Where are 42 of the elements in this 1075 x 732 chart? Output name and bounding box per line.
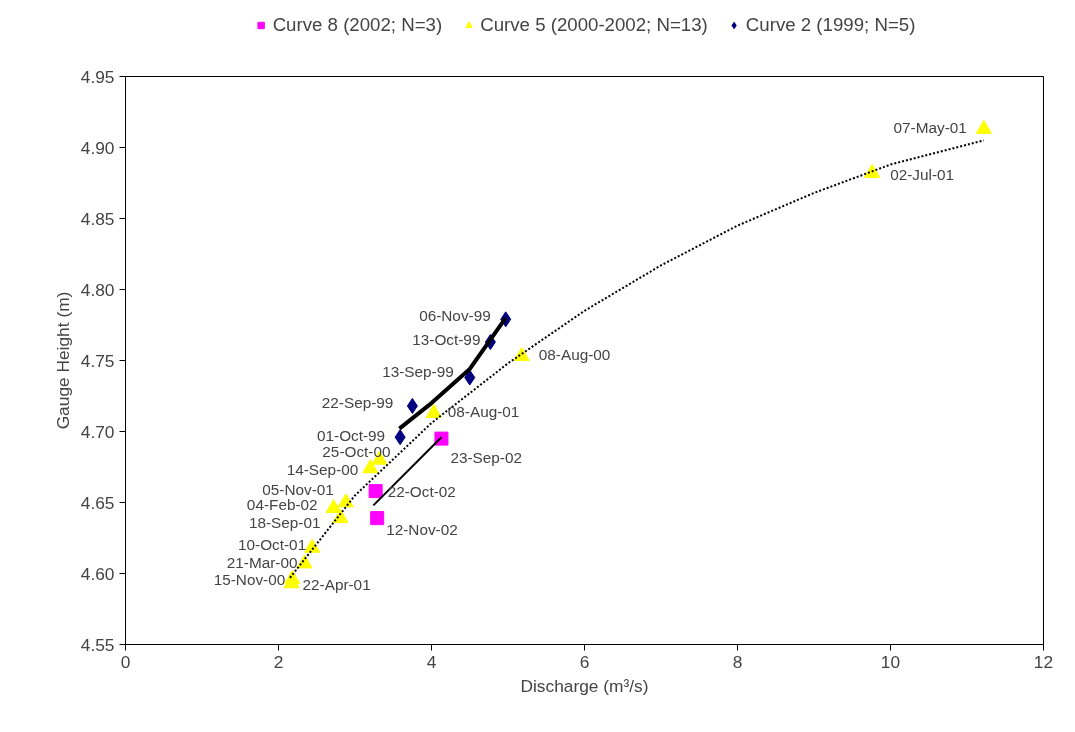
y-tick-label: 4.55 bbox=[80, 634, 115, 655]
y-tick-label: 4.90 bbox=[80, 137, 115, 158]
annotation: 04-Feb-02 bbox=[246, 495, 318, 513]
y-tick-label: 4.65 bbox=[80, 492, 115, 513]
y-tick-label: 4.80 bbox=[80, 279, 115, 300]
y-tick-label: 4.85 bbox=[80, 208, 115, 229]
x-tick-label: 6 bbox=[579, 651, 590, 672]
x-tick-label: 2 bbox=[273, 651, 284, 672]
annotation: 14-Sep-00 bbox=[286, 460, 359, 478]
annotation: 13-Sep-99 bbox=[382, 363, 454, 381]
annotation: 05-Nov-01 bbox=[262, 481, 334, 498]
annotation: 21-Mar-00 bbox=[226, 554, 298, 572]
legend-label: Curve 8 (2002; N=3) bbox=[272, 14, 443, 36]
annotation: 22-Apr-01 bbox=[302, 575, 371, 593]
annotation: 07-May-01 bbox=[893, 118, 967, 136]
annotation: 12-Nov-02 bbox=[386, 520, 458, 538]
y-axis-title: Gauge Height (m) bbox=[52, 291, 73, 430]
annotation: 18-Sep-01 bbox=[248, 513, 321, 531]
annotation: 22-Oct-02 bbox=[387, 482, 456, 500]
annotation: 23-Sep-02 bbox=[450, 449, 523, 467]
x-tick-label: 8 bbox=[732, 651, 743, 672]
legend-label: Curve 2 (1999; N=5) bbox=[745, 14, 916, 36]
x-tick-label: 4 bbox=[426, 651, 437, 672]
y-tick-label: 4.60 bbox=[80, 563, 115, 584]
y-tick-label: 4.95 bbox=[80, 66, 115, 87]
annotation: 15-Nov-00 bbox=[213, 570, 286, 588]
y-tick-label: 4.70 bbox=[80, 421, 115, 442]
annotation: 01-Oct-99 bbox=[316, 426, 386, 444]
annotation: 08-Aug-00 bbox=[538, 345, 611, 363]
x-axis-title: Discharge (m³/s) bbox=[520, 675, 649, 696]
x-tick-label: 0 bbox=[120, 651, 131, 672]
annotation: 02-Jul-01 bbox=[890, 165, 955, 183]
x-tick-label: 12 bbox=[1033, 651, 1054, 672]
annotation: 25-Oct-00 bbox=[322, 443, 391, 461]
annotation: 10-Oct-01 bbox=[238, 536, 307, 554]
y-tick-label: 4.75 bbox=[80, 350, 115, 371]
annotation: 08-Aug-01 bbox=[447, 402, 520, 420]
annotation: 06-Nov-99 bbox=[419, 306, 491, 324]
legend-label: Curve 5 (2000-2002; N=13) bbox=[480, 14, 708, 36]
annotation: 13-Oct-99 bbox=[412, 330, 481, 348]
x-tick-label: 10 bbox=[880, 651, 901, 672]
annotation: 22-Sep-99 bbox=[321, 394, 394, 412]
